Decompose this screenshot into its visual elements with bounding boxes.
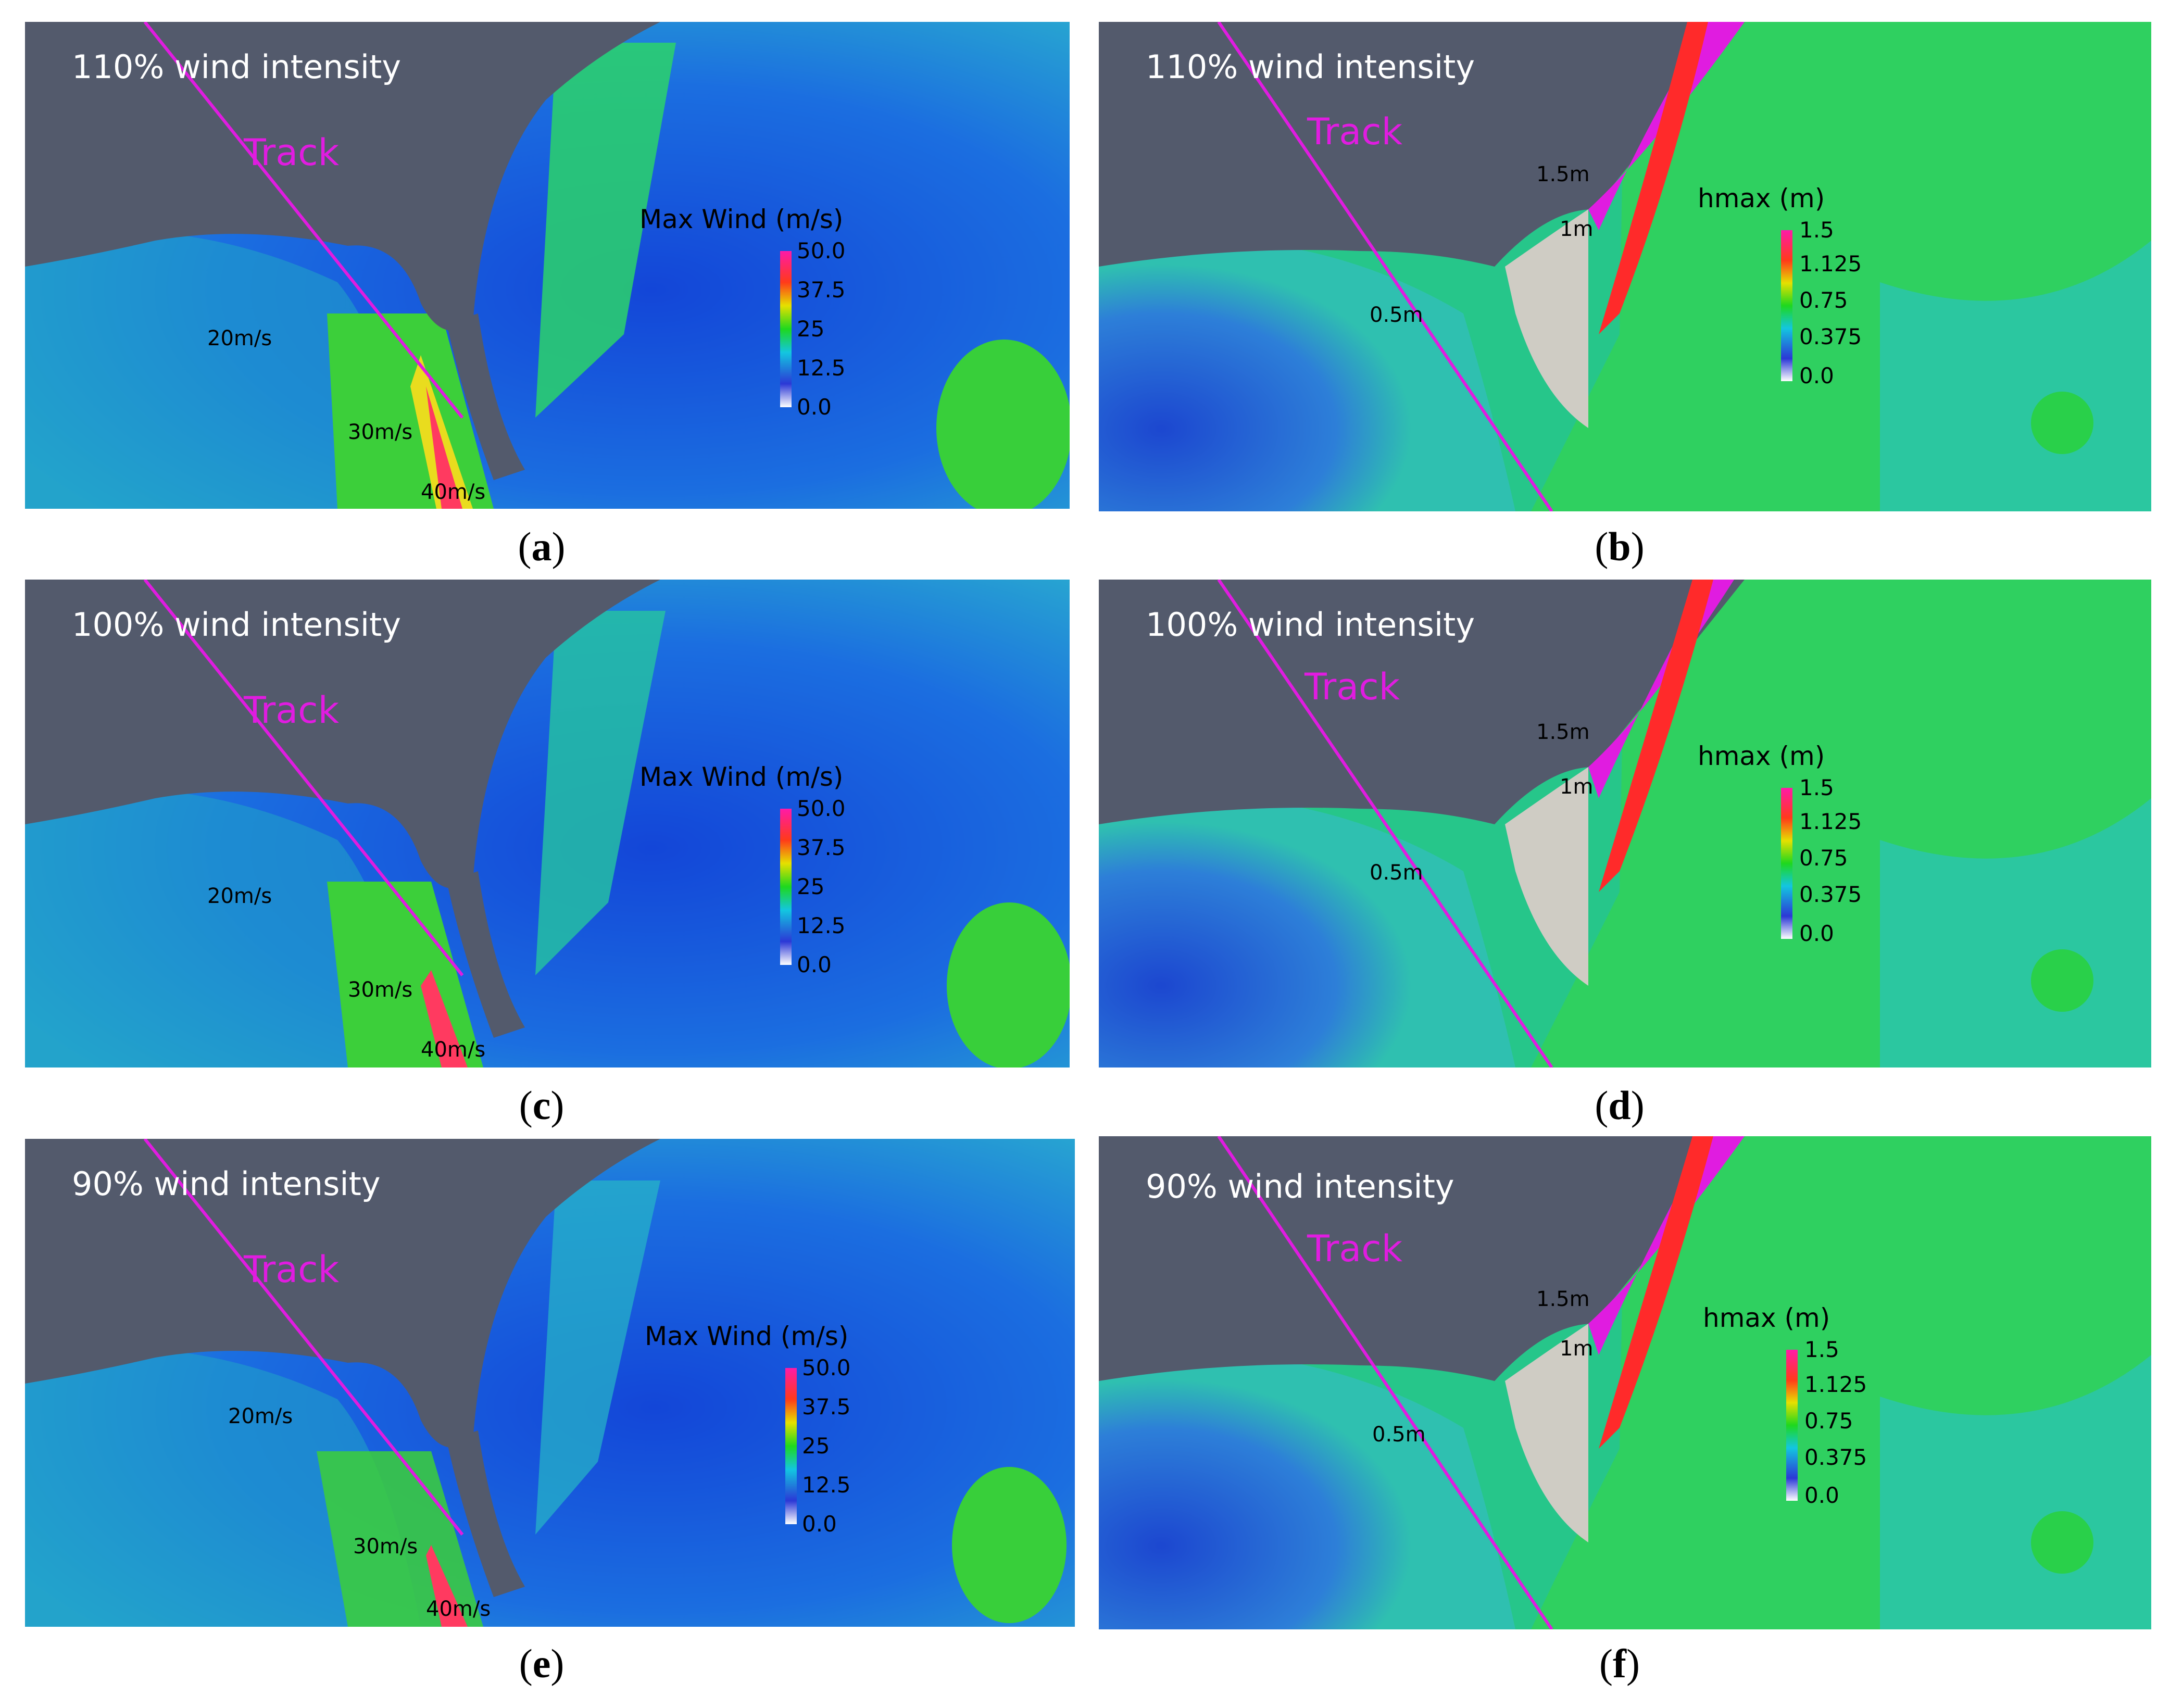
panel-caption: (a) bbox=[518, 524, 566, 569]
legend-tick: 0.375 bbox=[1799, 882, 1862, 907]
wind-map bbox=[25, 22, 1070, 509]
legend-tick: 0.0 bbox=[797, 394, 832, 420]
legend-title: Max Wind (m/s) bbox=[645, 1321, 849, 1351]
legend-tick: 0.0 bbox=[797, 952, 832, 977]
legend-tick: 0.375 bbox=[1804, 1445, 1867, 1470]
map-panel-c: 100% wind intensity Track Max Wind (m/s)… bbox=[25, 580, 1070, 1068]
legend-tick: 1.125 bbox=[1799, 251, 1862, 277]
legend-tick: 0.75 bbox=[1799, 845, 1848, 871]
contour-label: 30m/s bbox=[348, 420, 413, 444]
panel-caption: (d) bbox=[1595, 1083, 1645, 1128]
contour-label: 1m bbox=[1560, 1337, 1594, 1361]
contour-label: 20m/s bbox=[228, 1404, 293, 1428]
legend-tick: 0.375 bbox=[1799, 324, 1862, 349]
contour-label: 20m/s bbox=[207, 884, 272, 908]
legend-tick: 0.75 bbox=[1804, 1408, 1853, 1434]
legend-tick: 1.5 bbox=[1799, 775, 1834, 800]
legend-tick: 50.0 bbox=[797, 238, 846, 263]
contour-label: 1m bbox=[1560, 217, 1594, 241]
surge-map bbox=[1099, 580, 2151, 1068]
contour-label: 1.5m bbox=[1536, 162, 1590, 186]
legend-tick: 37.5 bbox=[802, 1394, 851, 1420]
track-label: Track bbox=[1307, 110, 1403, 153]
legend-tick: 1.5 bbox=[1804, 1337, 1839, 1362]
map-panel-e: 90% wind intensity Track Max Wind (m/s) … bbox=[25, 1139, 1075, 1627]
map-panel-b: 110% wind intensity Track hmax (m) 1.5 1… bbox=[1099, 22, 2151, 511]
map-panel-a: 110% wind intensity Track Max Wind (m/s)… bbox=[25, 22, 1070, 509]
contour-label: 40m/s bbox=[421, 1038, 486, 1062]
intensity-label: 90% wind intensity bbox=[1146, 1167, 1454, 1205]
track-label: Track bbox=[244, 131, 340, 174]
intensity-label: 90% wind intensity bbox=[72, 1165, 381, 1203]
color-scale-bar bbox=[1781, 788, 1792, 939]
legend-tick: 12.5 bbox=[797, 355, 846, 381]
wind-map bbox=[25, 1139, 1075, 1627]
legend-tick: 1.5 bbox=[1799, 217, 1834, 243]
intensity-label: 110% wind intensity bbox=[1146, 48, 1475, 86]
contour-label: 40m/s bbox=[421, 480, 486, 504]
contour-label: 0.5m bbox=[1370, 861, 1423, 885]
contour-label: 1m bbox=[1560, 775, 1594, 799]
legend-tick: 12.5 bbox=[802, 1472, 851, 1498]
legend-tick: 50.0 bbox=[797, 796, 846, 821]
surge-map bbox=[1099, 1136, 2151, 1629]
surge-map bbox=[1099, 22, 2151, 511]
legend-title: Max Wind (m/s) bbox=[639, 204, 844, 234]
legend-tick: 0.0 bbox=[1799, 363, 1834, 388]
contour-label: 0.5m bbox=[1372, 1423, 1426, 1447]
contour-label: 30m/s bbox=[353, 1535, 418, 1559]
track-label: Track bbox=[244, 1248, 340, 1291]
map-panel-f: 90% wind intensity Track hmax (m) 1.5 1.… bbox=[1099, 1136, 2151, 1629]
legend-tick: 50.0 bbox=[802, 1355, 851, 1380]
legend-tick: 0.0 bbox=[1799, 921, 1834, 946]
panel-caption: (f) bbox=[1599, 1641, 1640, 1686]
legend-tick: 25 bbox=[797, 316, 825, 342]
legend-title: hmax (m) bbox=[1698, 741, 1825, 771]
legend-tick: 37.5 bbox=[797, 277, 846, 303]
legend-title: hmax (m) bbox=[1698, 183, 1825, 214]
intensity-label: 100% wind intensity bbox=[1146, 606, 1475, 644]
contour-label: 0.5m bbox=[1370, 303, 1423, 327]
legend-tick: 0.75 bbox=[1799, 287, 1848, 313]
legend-tick: 1.125 bbox=[1804, 1372, 1867, 1397]
color-scale-bar bbox=[1781, 230, 1792, 381]
legend-tick: 0.0 bbox=[802, 1511, 837, 1537]
map-panel-d: 100% wind intensity Track hmax (m) 1.5 1… bbox=[1099, 580, 2151, 1068]
legend-title: Max Wind (m/s) bbox=[639, 762, 844, 792]
contour-label: 1.5m bbox=[1536, 1287, 1590, 1311]
legend-tick: 0.0 bbox=[1804, 1483, 1839, 1508]
contour-label: 40m/s bbox=[426, 1597, 491, 1621]
wind-map bbox=[25, 580, 1070, 1068]
color-scale-bar bbox=[780, 251, 792, 407]
legend-tick: 1.125 bbox=[1799, 809, 1862, 834]
legend-tick: 25 bbox=[797, 874, 825, 899]
color-scale-bar bbox=[1786, 1350, 1798, 1501]
intensity-label: 110% wind intensity bbox=[72, 48, 402, 86]
color-scale-bar bbox=[785, 1368, 797, 1524]
contour-label: 30m/s bbox=[348, 978, 413, 1002]
track-label: Track bbox=[1304, 665, 1400, 708]
panel-caption: (e) bbox=[519, 1641, 565, 1686]
contour-label: 20m/s bbox=[207, 326, 272, 350]
panel-caption: (c) bbox=[519, 1083, 565, 1128]
color-scale-bar bbox=[780, 809, 792, 965]
contour-label: 1.5m bbox=[1536, 720, 1590, 744]
panel-caption: (b) bbox=[1595, 524, 1645, 569]
legend-tick: 25 bbox=[802, 1433, 830, 1459]
legend-tick: 37.5 bbox=[797, 835, 846, 860]
legend-tick: 12.5 bbox=[797, 913, 846, 938]
intensity-label: 100% wind intensity bbox=[72, 606, 402, 644]
track-label: Track bbox=[244, 689, 340, 732]
track-label: Track bbox=[1307, 1227, 1403, 1270]
legend-title: hmax (m) bbox=[1703, 1303, 1830, 1333]
